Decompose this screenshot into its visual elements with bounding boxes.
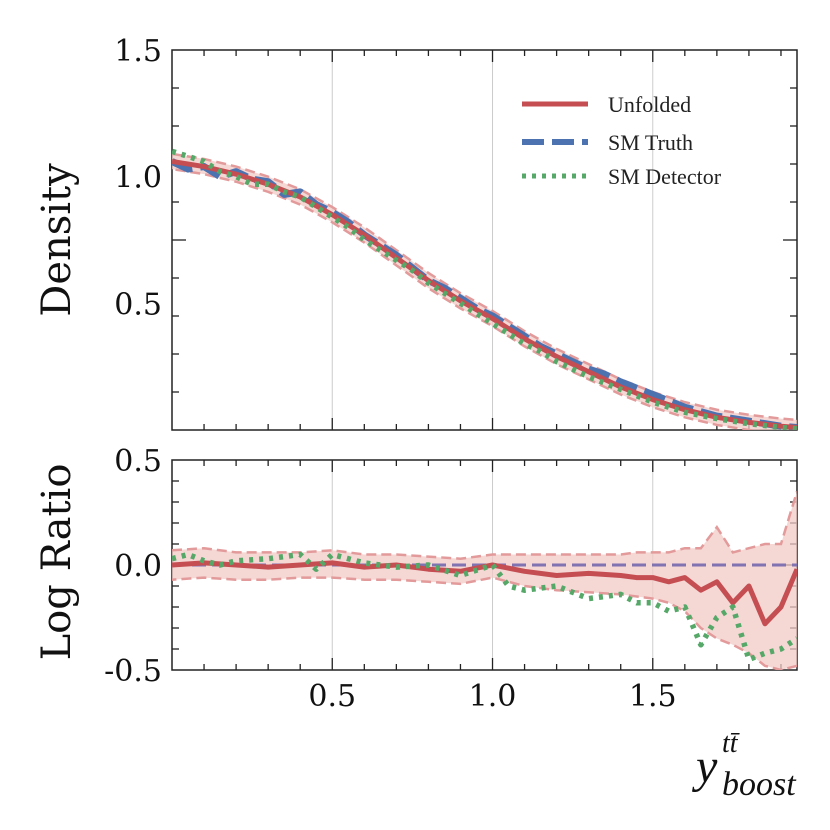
main-series [172, 148, 797, 430]
ratio-ytick-label: -0.5 [104, 654, 162, 689]
main-ticks [172, 50, 797, 430]
main-panel: 0.5 1.0 1.5 Density Unfolded SM Truth SM D… [34, 34, 798, 431]
ratio-panel: -0.5 0.0 0.5 0.5 1.0 1.5 Log Ratio y tt̄ boo… [34, 444, 798, 803]
ratio-xtick-label: 1.0 [469, 679, 517, 714]
x-axis-title-main: y [691, 740, 718, 793]
main-band-unfolded [172, 153, 797, 430]
ratio-ytick-label: 0.5 [114, 444, 162, 479]
x-axis-title: y tt̄ boost [691, 728, 797, 803]
ratio-ylabel: Log Ratio [34, 464, 80, 661]
main-grid [331, 50, 654, 430]
legend-label-sm-detector: SM Detector [608, 164, 722, 189]
legend-label-unfolded: Unfolded [608, 92, 691, 117]
main-ytick-label: 1.5 [114, 34, 162, 69]
main-plot-frame [171, 49, 798, 431]
x-axis-title-superscript: tt̄ [722, 728, 740, 759]
ratio-xtick-label: 1.5 [629, 679, 677, 714]
main-band-lower-unfolded [172, 167, 760, 430]
main-series-area [172, 148, 797, 430]
main-line-sm-truth [172, 158, 797, 430]
main-ytick-label: 0.5 [114, 287, 162, 322]
main-ytick-label: 1.0 [114, 161, 162, 196]
main-band-upper-unfolded [172, 152, 797, 422]
ratio-line-unfolded [172, 560, 797, 627]
ratio-xtick-labels: 0.5 1.0 1.5 [308, 679, 676, 714]
legend: Unfolded SM Truth SM Detector [522, 92, 722, 189]
ratio-line-sm-detector [172, 551, 797, 663]
ratio-ytick-labels: -0.5 0.0 0.5 [104, 444, 162, 689]
ratio-ytick-label: 0.0 [114, 549, 162, 584]
main-ytick-labels: 0.5 1.0 1.5 [114, 34, 162, 322]
main-line-unfolded [172, 158, 797, 430]
legend-label-sm-truth: SM Truth [608, 130, 693, 155]
main-line-sm-detector [172, 148, 797, 430]
ratio-series [172, 491, 797, 670]
ratio-xtick-label: 0.5 [308, 679, 356, 714]
x-axis-title-subscript: boost [722, 766, 797, 803]
main-ylabel: Density [34, 163, 80, 317]
ratio-series-area [172, 491, 797, 670]
